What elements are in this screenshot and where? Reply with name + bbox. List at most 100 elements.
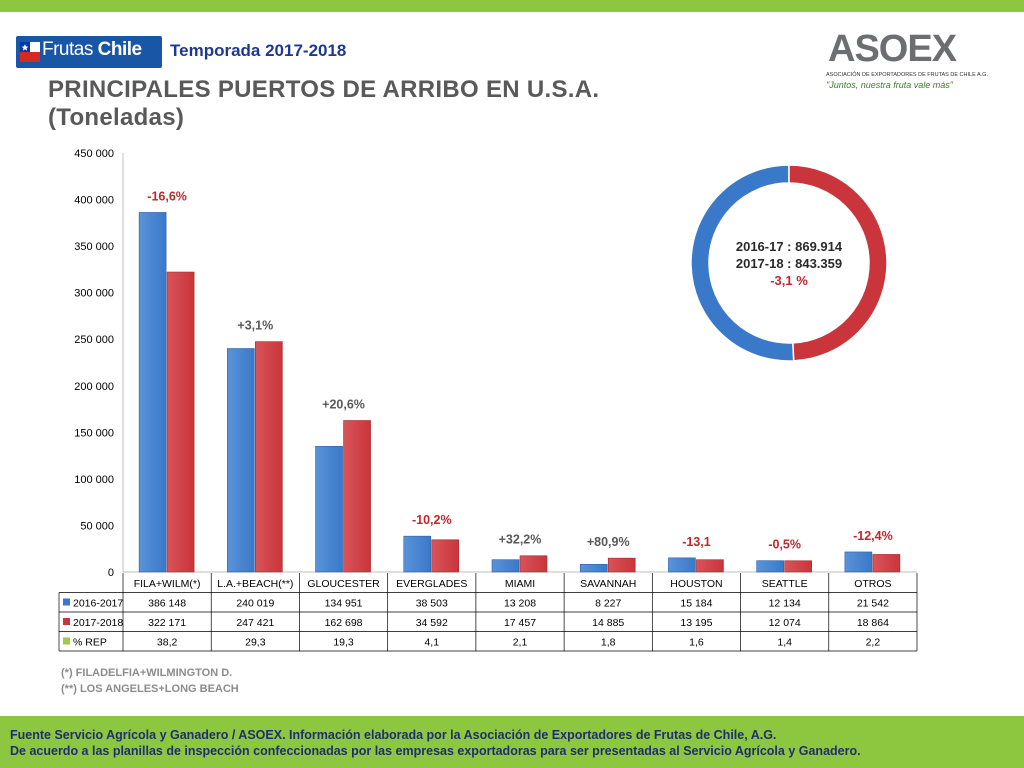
y-tick-label: 0 <box>108 567 114 579</box>
y-tick-label: 50 000 <box>80 520 114 532</box>
category-label: HOUSTON <box>670 578 722 590</box>
category-label: OTROS <box>854 578 891 590</box>
category-label: EVERGLADES <box>396 578 467 590</box>
table-cell: 21 542 <box>857 598 889 610</box>
donut-variation: -3,1 % <box>770 273 808 288</box>
season-label: Temporada 2017-2018 <box>170 41 347 60</box>
legend-key <box>63 598 70 606</box>
donut-center-text: 2016-17 : 869.914 2017-18 : 843.359 -3,1… <box>714 238 864 289</box>
bar-2017-2018 <box>431 539 460 573</box>
footer-line-1: Fuente Servicio Agrícola y Ganadero / AS… <box>10 728 777 742</box>
y-tick-label: 100 000 <box>74 474 114 486</box>
table-cell: 12 134 <box>769 598 801 610</box>
variation-label: -12,4% <box>853 529 893 543</box>
table-cell: 15 184 <box>680 598 712 610</box>
table-cell: 162 698 <box>325 617 363 629</box>
table-cell: 322 171 <box>148 617 186 629</box>
bar-2017-2018 <box>343 420 371 573</box>
table-cell: 18 864 <box>857 617 889 629</box>
bar-2016-2017 <box>403 535 432 573</box>
table-cell: 1,6 <box>689 637 704 649</box>
title-line-2: (Toneladas) <box>48 104 185 131</box>
y-tick-label: 350 000 <box>74 241 114 253</box>
bar-2017-2018 <box>166 271 195 573</box>
table-cell: 13 208 <box>504 598 536 610</box>
table-cell: 2,1 <box>513 637 528 649</box>
table-cell: 13 195 <box>680 617 712 629</box>
category-label: FILA+WILM(*) <box>134 578 201 590</box>
asoex-slogan: "Juntos, nuestra fruta vale más" <box>826 80 953 90</box>
category-label: GLOUCESTER <box>307 578 380 590</box>
table-cell: 1,8 <box>601 637 616 649</box>
variation-label: +20,6% <box>322 398 365 412</box>
table-cell: 12 074 <box>769 617 801 629</box>
bar-2016-2017 <box>756 560 784 573</box>
variation-label: -10,2% <box>412 513 452 527</box>
footnote-1: (*) FILADELFIA+WILMINGTON D. <box>61 667 233 679</box>
variation-label: -13,1 <box>682 535 711 549</box>
category-label: L.A.+BEACH(**) <box>217 578 293 590</box>
legend-label: % REP <box>73 637 107 649</box>
bar-2016-2017 <box>668 557 696 573</box>
bar-2016-2017 <box>491 559 520 573</box>
frutas-de-chile-logo: Frutas Chile <box>16 36 162 68</box>
table-cell: 386 148 <box>148 598 186 610</box>
chile-star-icon <box>20 42 40 62</box>
table-cell: 8 227 <box>595 598 621 610</box>
legend-key <box>63 618 70 625</box>
bar-2016-2017 <box>227 348 255 573</box>
category-label: MIAMI <box>505 578 535 590</box>
bar-2017-2018 <box>872 554 901 573</box>
ports-bar-chart: 0 50 000 100 000 150 000 200 000 250 000 300 0… <box>58 148 918 652</box>
variation-label: +32,2% <box>499 533 542 547</box>
y-tick-label: 150 000 <box>74 427 114 439</box>
variation-label: -16,6% <box>147 189 187 203</box>
table-cell: 134 951 <box>325 598 363 610</box>
bar-2017-2018 <box>784 560 812 573</box>
variation-label: +3,1% <box>237 319 273 333</box>
bar-2016-2017 <box>844 551 873 573</box>
title-line-1: PRINCIPALES PUERTOS DE ARRIBO EN U.S.A. <box>48 76 600 103</box>
table-cell: 4,1 <box>424 637 439 649</box>
table-cell: 2,2 <box>866 637 881 649</box>
category-label: SEATTLE <box>762 578 808 590</box>
asoex-wordmark: ASOEX <box>828 28 957 70</box>
donut-slice-2017-18 <box>788 164 888 362</box>
asoex-association-text: ASOCIACIÓN DE EXPORTADORES DE FRUTAS DE … <box>826 72 988 78</box>
y-tick-label: 250 000 <box>74 334 114 346</box>
bottom-accent-bar <box>0 716 1024 768</box>
donut-total-2017: 2017-18 : 843.359 <box>735 256 843 271</box>
brand-name: Frutas Chile <box>42 39 142 60</box>
donut-total-2016: 2016-17 : 869.914 <box>735 239 843 254</box>
bar-2017-2018 <box>607 557 636 573</box>
top-accent-bar <box>0 0 1024 12</box>
table-cell: 34 592 <box>416 617 448 629</box>
y-tick-label: 450 000 <box>74 148 114 160</box>
bar-2017-2018 <box>519 555 548 573</box>
y-tick-label: 300 000 <box>74 288 114 300</box>
table-cell: 17 457 <box>504 617 536 629</box>
table-cell: 1,4 <box>777 637 792 649</box>
page-title: PRINCIPALES PUERTOS DE ARRIBO EN U.S.A. … <box>48 76 599 132</box>
table-cell: 29,3 <box>245 637 266 649</box>
table-cell: 240 019 <box>236 598 274 610</box>
bar-2016-2017 <box>138 212 167 573</box>
bar-2017-2018 <box>696 559 724 573</box>
table-cell: 38 503 <box>416 598 448 610</box>
footer-line-2: De acuerdo a las planillas de inspección… <box>10 744 861 758</box>
asoex-logo: ASOEX ASOCIACIÓN DE EXPORTADORES DE FRUT… <box>826 28 988 90</box>
y-tick-label: 200 000 <box>74 381 114 393</box>
variation-label: +80,9% <box>587 535 630 549</box>
variation-label: -0,5% <box>768 538 801 552</box>
table-cell: 247 421 <box>236 617 274 629</box>
footnotes: (*) FILADELFIA+WILMINGTON D. (**) LOS AN… <box>61 665 239 697</box>
y-tick-label: 400 000 <box>74 195 114 207</box>
source-footer: Fuente Servicio Agrícola y Ganadero / AS… <box>10 727 1014 759</box>
footnote-2: (**) LOS ANGELES+LONG BEACH <box>61 683 239 695</box>
table-cell: 19,3 <box>333 637 354 649</box>
legend-label: 2017-2018 <box>73 617 123 629</box>
category-label: SAVANNAH <box>580 578 636 590</box>
bar-2017-2018 <box>255 341 283 573</box>
table-cell: 14 885 <box>592 617 624 629</box>
table-cell: 38,2 <box>157 637 178 649</box>
